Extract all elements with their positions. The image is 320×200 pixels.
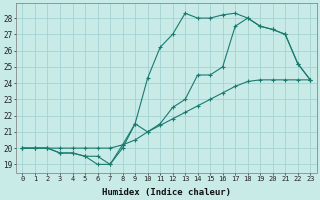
X-axis label: Humidex (Indice chaleur): Humidex (Indice chaleur) [102,188,231,197]
